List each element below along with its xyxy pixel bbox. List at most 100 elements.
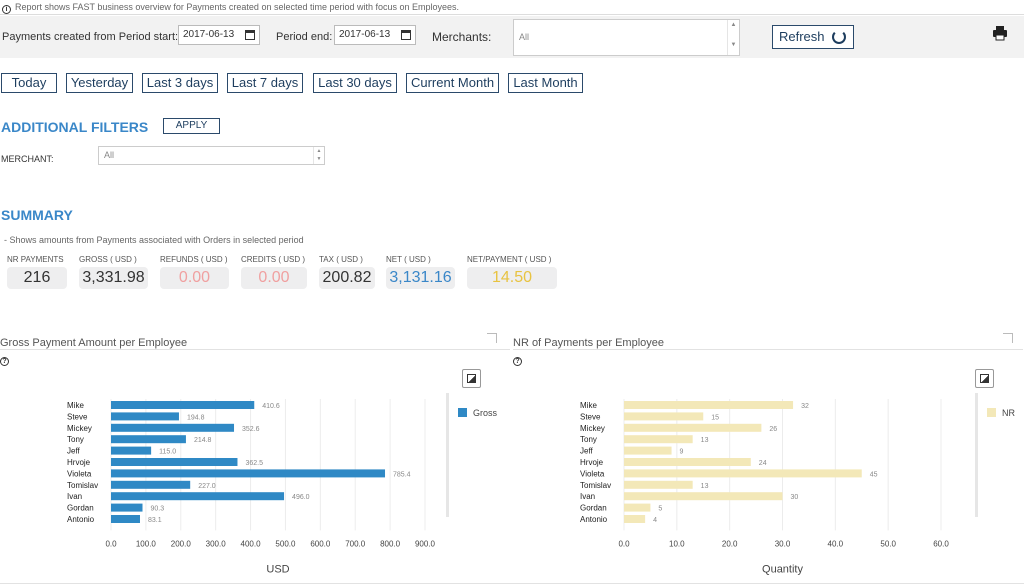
x-tick-label: 50.0 [880, 539, 896, 548]
legend-swatch[interactable] [458, 408, 467, 417]
bar[interactable] [624, 423, 762, 432]
quick-range-last-3-days[interactable]: Last 3 days [142, 73, 218, 93]
bar[interactable] [624, 515, 646, 523]
gross-chart-panel: Gross Payment Amount per Employee ? 0.0 1… [0, 333, 510, 583]
expand-icon[interactable] [487, 333, 497, 343]
x-tick-label: 0.0 [618, 539, 630, 548]
refresh-button[interactable]: Refresh [772, 25, 854, 49]
help-icon[interactable]: ? [513, 357, 522, 366]
bar[interactable] [624, 401, 794, 409]
bar[interactable] [624, 480, 693, 489]
category-label: Antonio [67, 515, 95, 524]
bar[interactable] [111, 401, 255, 409]
x-tick-label: 800.0 [380, 539, 401, 548]
bar[interactable] [624, 446, 672, 455]
bar[interactable] [624, 503, 651, 512]
quick-range-today[interactable]: Today [1, 73, 57, 93]
x-tick-label: 0.0 [105, 539, 117, 548]
category-label: Violeta [580, 469, 605, 478]
image-icon [467, 374, 476, 383]
x-tick-label: 10.0 [669, 539, 685, 548]
info-icon: i [2, 5, 11, 14]
period-start-input[interactable]: 2017-06-13 [178, 25, 260, 45]
x-tick-label: 20.0 [722, 539, 738, 548]
summary-title: SUMMARY [1, 207, 73, 223]
info-text: Report shows FAST business overview for … [15, 2, 460, 12]
merchant-filter-select[interactable]: All ▲ ▼ [98, 146, 325, 165]
data-label: 26 [769, 426, 777, 433]
calendar-icon[interactable] [401, 30, 411, 40]
legend-label[interactable]: Gross [473, 408, 498, 418]
filter-bar: Payments created from Period start: 2017… [0, 16, 1024, 58]
scrollbar[interactable]: ▲ ▼ [313, 147, 324, 164]
legend-label[interactable]: NR [1002, 408, 1015, 418]
merchants-select[interactable]: All ▲ ▼ [513, 19, 740, 56]
merchants-value: All [519, 32, 530, 42]
data-label: 362.5 [245, 460, 263, 467]
data-label: 90.3 [151, 506, 165, 513]
export-image-button[interactable] [462, 369, 481, 388]
export-image-button[interactable] [975, 369, 994, 388]
expand-icon[interactable] [1003, 333, 1013, 343]
x-tick-label: 60.0 [933, 539, 949, 548]
additional-filters-title: ADDITIONAL FILTERS [1, 119, 149, 135]
help-icon[interactable]: ? [0, 357, 9, 366]
print-icon[interactable] [992, 25, 1008, 41]
count-chart-panel: NR of Payments per Employee ? 0.0 10.0 20.… [513, 333, 1023, 583]
metric-value: 216 [7, 267, 67, 289]
metric-value: 0.00 [241, 267, 307, 289]
x-tick-label: 200.0 [171, 539, 192, 548]
scrollbar[interactable]: ▲ ▼ [727, 20, 739, 55]
bar[interactable] [111, 492, 285, 501]
period-end-label: Period end: [276, 31, 333, 43]
category-label: Jeff [67, 447, 81, 456]
quick-range-last-7-days[interactable]: Last 7 days [227, 73, 303, 93]
bar[interactable] [624, 492, 783, 501]
bar[interactable] [111, 503, 143, 512]
quick-range-yesterday[interactable]: Yesterday [66, 73, 133, 93]
count-chart: 0.0 10.0 20.0 30.0 40.0 50.0 60.0 Mike 32 Steve 15… [580, 393, 1015, 575]
bar[interactable] [624, 458, 751, 466]
bar[interactable] [111, 423, 235, 432]
bar[interactable] [111, 469, 386, 478]
metric-refunds: REFUNDS ( USD ) 0.00 [160, 255, 229, 289]
x-tick-label: 400.0 [241, 539, 262, 548]
bar[interactable] [624, 469, 862, 478]
data-label: 4 [653, 517, 657, 524]
category-label: Jeff [580, 447, 594, 456]
legend-swatch[interactable] [987, 408, 996, 417]
quick-range-last-30-days[interactable]: Last 30 days [313, 73, 397, 93]
apply-button[interactable]: APPLY [163, 118, 220, 134]
legend-divider [446, 393, 449, 517]
quick-range-current-month[interactable]: Current Month [406, 73, 499, 93]
gross-chart: 0.0 100.0 200.0 300.0 400.0 500.0 600.0 700.0 80… [67, 393, 498, 575]
calendar-icon[interactable] [245, 30, 255, 40]
image-icon [980, 374, 989, 383]
bar[interactable] [111, 412, 179, 421]
category-label: Tomislav [580, 481, 611, 490]
bar[interactable] [111, 446, 152, 455]
metric-net-per-payment: NET/PAYMENT ( USD ) 14.50 [467, 255, 557, 289]
data-label: 45 [870, 471, 878, 478]
category-label: Mike [580, 401, 597, 410]
bar[interactable] [111, 435, 186, 444]
period-end-input[interactable]: 2017-06-13 [334, 25, 416, 45]
data-label: 15 [711, 414, 719, 421]
metric-nr-payments: NR PAYMENTS 216 [7, 255, 67, 289]
category-label: Gordan [67, 504, 94, 513]
bar[interactable] [111, 515, 140, 523]
data-label: 352.6 [242, 426, 260, 433]
data-label: 194.8 [187, 414, 205, 421]
category-label: Tomislav [67, 481, 98, 490]
period-start-value: 2017-06-13 [183, 29, 235, 40]
category-label: Mike [67, 401, 84, 410]
category-label: Hrvoje [580, 458, 604, 467]
metric-value: 3,331.98 [79, 267, 148, 289]
quick-range-last-month[interactable]: Last Month [508, 73, 583, 93]
bar[interactable] [624, 435, 693, 444]
category-label: Mickey [580, 424, 605, 433]
bar[interactable] [624, 412, 704, 421]
bar[interactable] [111, 458, 238, 466]
x-axis-label: USD [266, 563, 289, 575]
bar[interactable] [111, 480, 191, 489]
